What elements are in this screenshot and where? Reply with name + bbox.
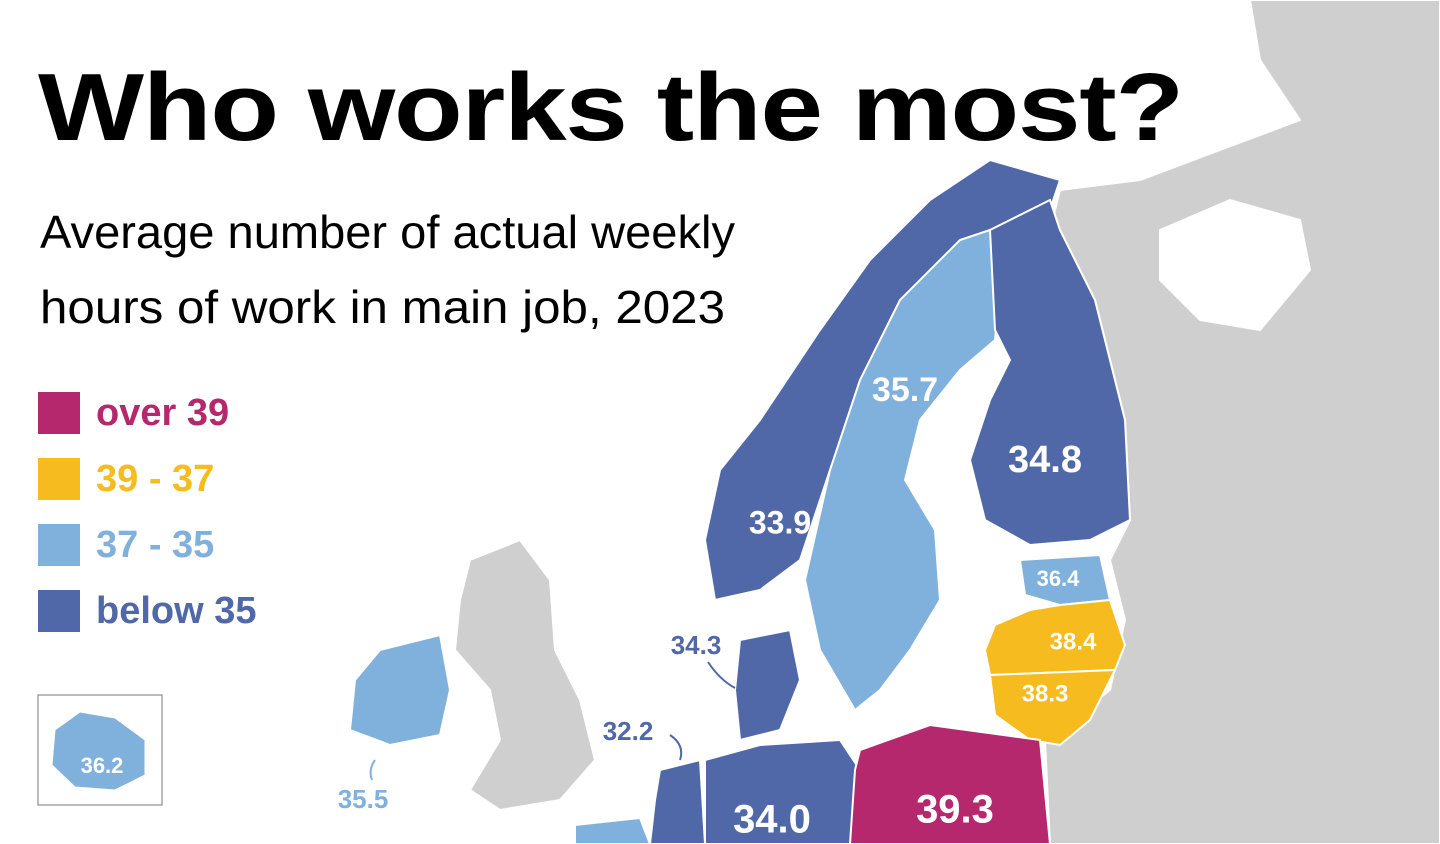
region-shape [51, 711, 146, 791]
subtitle: hours of work in main job, 2023 [40, 281, 725, 333]
subtitle: Average number of actual weekly [40, 206, 735, 258]
region-label: 34.0 [733, 798, 811, 842]
region-shape [348, 633, 452, 747]
region-shape [733, 628, 802, 742]
legend-label: over 39 [96, 392, 229, 434]
leader-lines [369, 661, 736, 781]
region-label: 38.4 [1050, 628, 1097, 655]
background-land [453, 0, 1440, 844]
region-label: 34.8 [1008, 439, 1082, 481]
region-shape [848, 723, 1052, 844]
region-shape [968, 198, 1132, 547]
legend-swatch [38, 590, 80, 632]
region-label: 32.2 [603, 716, 654, 746]
legend-swatch [38, 458, 80, 500]
region-shape [803, 228, 1002, 712]
region-label: 36.4 [1037, 566, 1081, 591]
region-shape [983, 598, 1127, 677]
legend-label: 39 - 37 [96, 458, 214, 500]
region-label: 33.9 [749, 504, 811, 540]
region-label: 35.7 [872, 371, 938, 409]
region-label: 36.2 [81, 753, 124, 778]
regions [348, 158, 1132, 844]
region-labels: 33.9 35.7 34.8 36.4 38.4 38.3 34.3 32.2 35.5 34.0… [81, 371, 1097, 842]
region-label: 35.5 [338, 784, 389, 814]
legend-label: below 35 [96, 590, 257, 632]
region-shape [648, 758, 707, 844]
legend: over 39 39 - 37 37 - 35 below 35 [38, 392, 257, 632]
title: Who works the most? [38, 54, 1183, 161]
region-label: 34.3 [671, 630, 722, 660]
legend-swatch [38, 392, 80, 434]
legend-label: 37 - 35 [96, 524, 214, 566]
region-label: 39.3 [916, 788, 994, 832]
region-shape [574, 816, 652, 844]
legend-swatch [38, 524, 80, 566]
region-label: 38.3 [1022, 680, 1069, 707]
region-shape [988, 668, 1117, 747]
